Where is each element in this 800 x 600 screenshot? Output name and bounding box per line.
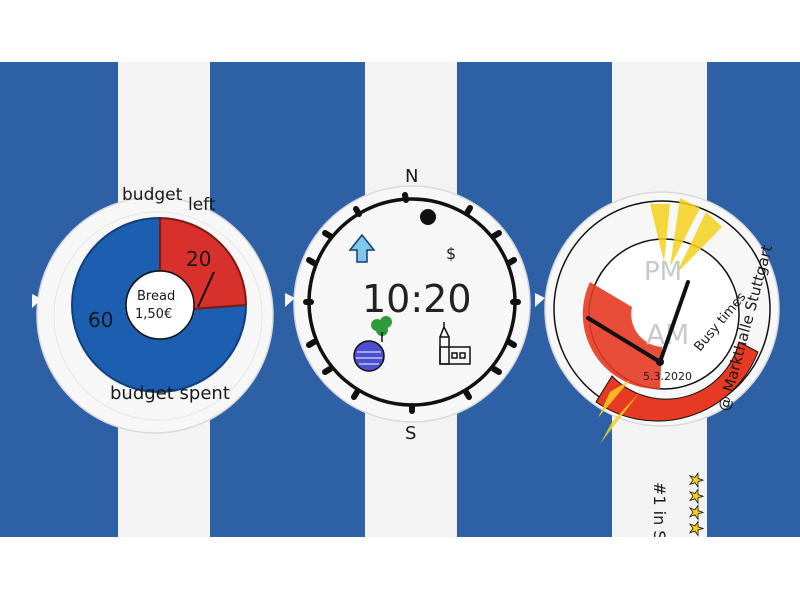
budget-donut-chart [71,216,248,393]
minute-hand [658,280,690,364]
watch-busy-times: PM AM 5.3.2020 Busy times @ Markthalle S… [535,191,780,537]
label-budget-spent: budget spent [110,383,230,404]
peak-rays [598,198,722,444]
busy-band-inner [582,282,662,390]
paper-watch-prototypes-photo: budget left 20 60 Bread 1,50€ budget spe… [0,62,800,537]
value-budget-left: 20 [186,247,211,271]
watch-budget: budget left 20 60 Bread 1,50€ budget spe… [32,185,274,434]
rank-label: #1 in Shopping [650,482,669,537]
label-left: left [188,195,216,215]
church-icon [439,322,471,365]
north-marker [420,209,436,225]
label-budget: budget [122,185,183,205]
dollar-icon: $ [446,244,456,263]
watch-compass: N S 10:20 $ [285,166,531,444]
compass-south: S [405,423,416,444]
lake-icon [353,340,385,372]
pm-label: PM [644,257,682,287]
center-price: 1,50€ [135,307,172,322]
star-rating: ★★★★★ [685,472,706,537]
arrow-up-icon [348,233,376,263]
busy-band-outer [595,341,759,422]
compass-ticks [303,192,521,414]
hour-hand [586,316,662,364]
date-label: 5.3.2020 [643,370,692,383]
tree-icon [371,316,392,342]
value-budget-spent: 60 [88,308,113,332]
compass-north: N [405,166,418,187]
center-item-label: Bread [137,289,175,304]
donut-center [125,270,195,340]
digital-time: 10:20 [362,277,472,321]
